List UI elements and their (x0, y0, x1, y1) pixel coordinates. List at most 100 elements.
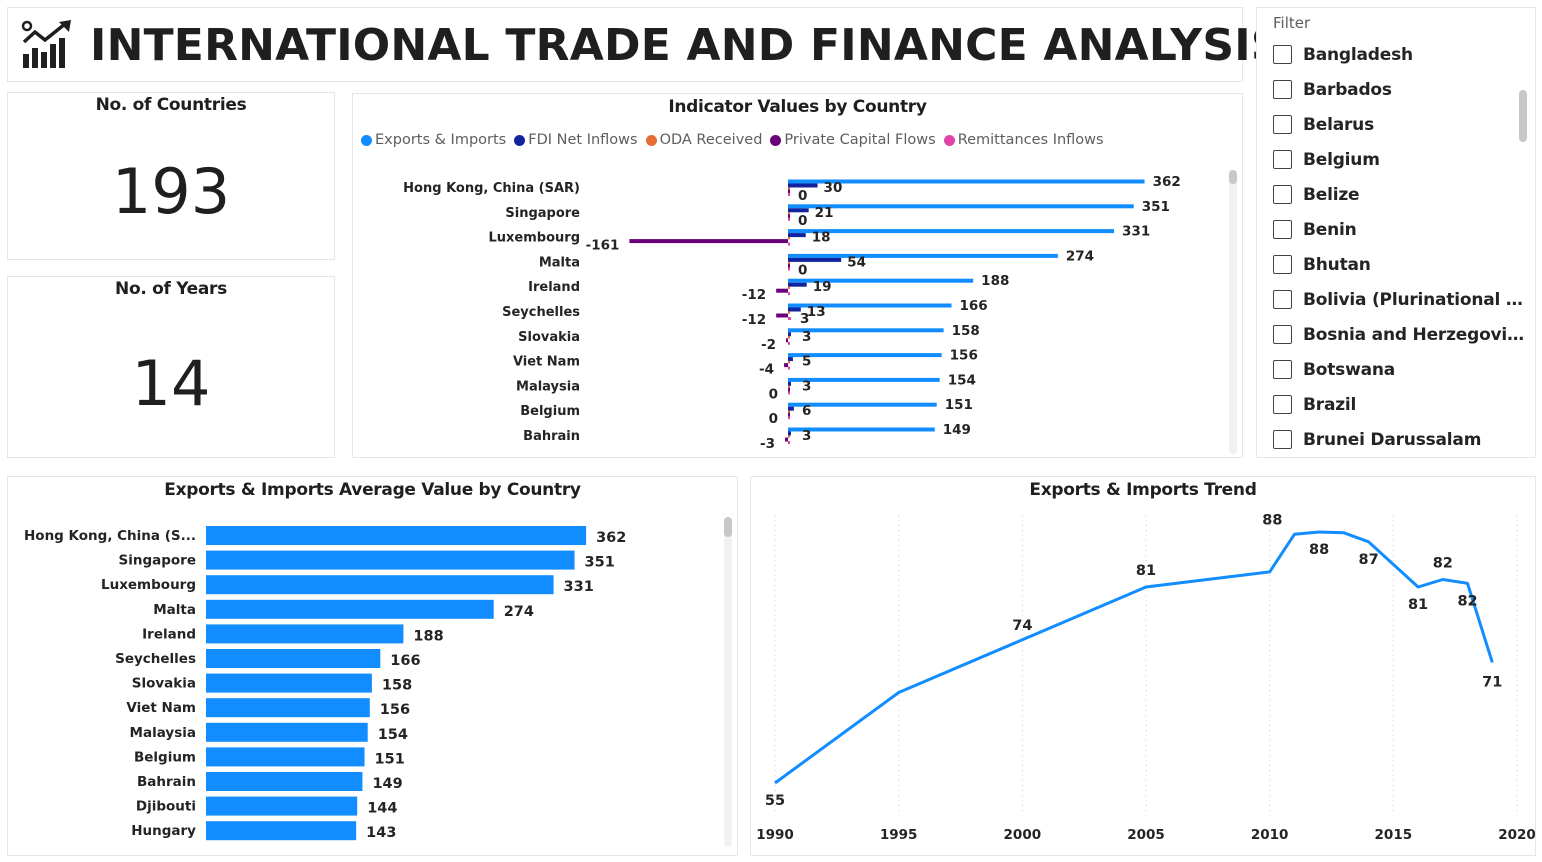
data-label: 0 (798, 213, 807, 229)
filter-item[interactable]: Bangladesh (1273, 37, 1535, 72)
checkbox[interactable] (1273, 290, 1292, 309)
tick-label: 2000 (1004, 827, 1042, 843)
bar (786, 338, 789, 343)
avg-chart-plot[interactable]: Hong Kong, China (S... 362 Singapore 351 Lux… (8, 517, 708, 847)
legend-item[interactable]: Remittances Inflows (943, 132, 1104, 148)
filter-item-label: Belgium (1303, 149, 1380, 170)
filter-scroll-thumb[interactable] (1519, 90, 1527, 142)
legend-item[interactable]: FDI Net Inflows (514, 132, 638, 148)
filter-item[interactable]: Barbados (1273, 72, 1535, 107)
legend-item[interactable]: ODA Received (645, 132, 762, 148)
data-label: 30 (824, 180, 843, 196)
category-label: Viet Nam (126, 700, 196, 716)
filter-item[interactable]: Belarus (1273, 107, 1535, 142)
filter-item[interactable]: Botswana (1273, 352, 1535, 387)
data-label: 166 (390, 653, 420, 669)
legend-dot-icon (361, 134, 372, 146)
bar (788, 416, 790, 420)
bar (788, 353, 942, 358)
data-label: 3 (802, 428, 811, 444)
indicator-chart-card[interactable]: Indicator Values by Country Exports & Im… (352, 93, 1243, 458)
bar (785, 437, 788, 442)
checkbox[interactable] (1273, 360, 1292, 379)
checkbox[interactable] (1273, 325, 1292, 344)
filter-item[interactable]: Brunei Darussalam (1273, 422, 1535, 457)
checkbox[interactable] (1273, 220, 1292, 239)
indicator-chart-legend[interactable]: Exports & Imports FDI Net Inflows ODA Rece… (361, 132, 1112, 148)
data-label: 158 (952, 323, 980, 339)
header-banner: INTERNATIONAL TRADE AND FINANCE ANALYSIS (7, 7, 1283, 82)
bar (788, 357, 793, 362)
data-label: 18 (812, 230, 831, 246)
trend-chart-card[interactable]: Exports & Imports Trend 1990 1995 2000 2005… (750, 476, 1536, 856)
checkbox[interactable] (1273, 255, 1292, 274)
kpi-countries-label: No. of Countries (95, 95, 247, 115)
category-label: Ireland (142, 626, 196, 642)
data-label: 156 (950, 348, 978, 364)
bar (206, 599, 494, 619)
data-label: 362 (596, 530, 626, 546)
filter-item[interactable]: Belize (1273, 177, 1535, 212)
legend-label: Remittances Inflows (957, 132, 1104, 148)
avg-chart-scrollbar[interactable] (724, 517, 732, 847)
checkbox[interactable] (1273, 45, 1292, 64)
category-label: Luxembourg (101, 577, 196, 593)
bar (788, 385, 790, 389)
data-label: 74 (1012, 618, 1032, 634)
kpi-card-years: No. of Years 14 (7, 276, 335, 458)
bar (788, 263, 790, 268)
filter-list[interactable]: Bangladesh Barbados Belarus Belgium Belize Be… (1273, 37, 1535, 457)
checkbox[interactable] (1273, 80, 1292, 99)
bar (788, 366, 790, 370)
bar (788, 391, 790, 395)
trend-chart-title: Exports & Imports Trend (1029, 480, 1257, 500)
filter-item-label: Brazil (1303, 394, 1357, 415)
checkbox[interactable] (1273, 150, 1292, 169)
trend-chart-plot[interactable]: 1990 1995 2000 2005 2010 2015 2020 55 74 81 88 88 87… (751, 513, 1535, 853)
avg-chart-card[interactable]: Exports & Imports Average Value by Count… (7, 476, 738, 856)
data-label: 0 (769, 411, 778, 427)
filter-item[interactable]: Bosnia and Herzegovina (1273, 317, 1535, 352)
category-label: Belgium (520, 404, 580, 419)
data-label: 274 (1066, 248, 1094, 264)
filter-item[interactable]: Belgium (1273, 142, 1535, 177)
checkbox[interactable] (1273, 185, 1292, 204)
filter-scrollbar[interactable] (1519, 90, 1527, 142)
data-label: 82 (1457, 593, 1477, 609)
legend-item[interactable]: Private Capital Flows (770, 132, 936, 148)
bar (788, 406, 794, 411)
bar (788, 435, 790, 438)
bar (788, 311, 790, 314)
data-label: 151 (945, 397, 973, 413)
legend-label: FDI Net Inflows (528, 132, 638, 148)
filter-item[interactable]: Bolivia (Plurinational State of) (1273, 282, 1535, 317)
legend-item[interactable]: Exports & Imports (361, 132, 506, 148)
data-label: 331 (564, 579, 594, 595)
filter-item-label: Bangladesh (1303, 44, 1413, 65)
country-filter-slicer[interactable]: Filter Bangladesh Barbados Belarus Belgium B… (1256, 7, 1536, 458)
filter-item[interactable]: Brazil (1273, 387, 1535, 422)
series-line (774, 530, 1494, 785)
checkbox[interactable] (1273, 115, 1292, 134)
bar (206, 673, 372, 693)
avg-chart-scroll-thumb[interactable] (724, 517, 732, 537)
indicator-chart-scroll-thumb[interactable] (1229, 170, 1237, 184)
bar (788, 317, 791, 320)
checkbox[interactable] (1273, 395, 1292, 414)
bar (788, 212, 790, 215)
data-label: 351 (585, 555, 615, 571)
filter-item[interactable]: Benin (1273, 212, 1535, 247)
tick-label: 2010 (1251, 827, 1289, 843)
kpi-countries-value: 193 (111, 155, 231, 228)
indicator-chart-scrollbar[interactable] (1229, 170, 1237, 454)
bar (788, 360, 790, 364)
data-label: 156 (380, 702, 410, 718)
tick-label: 2005 (1127, 827, 1165, 843)
data-label: 87 (1359, 552, 1379, 568)
bar (788, 267, 790, 271)
data-label: 143 (366, 825, 396, 841)
data-label: 154 (378, 727, 408, 743)
checkbox[interactable] (1273, 430, 1292, 449)
filter-item[interactable]: Bhutan (1273, 247, 1535, 282)
